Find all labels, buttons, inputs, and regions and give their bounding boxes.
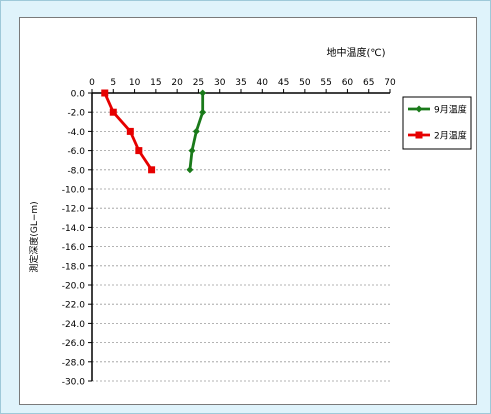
y-tick-label: -16.0 [62, 243, 86, 253]
x-tick-label: 25 [193, 78, 204, 88]
x-tick-label: 55 [320, 78, 331, 88]
x-tick-label: 70 [384, 78, 396, 88]
x-tick-label: 45 [278, 78, 289, 88]
y-tick-label: -18.0 [62, 262, 86, 272]
data-point [415, 105, 423, 113]
legend-label: 9月温度 [434, 104, 467, 116]
y-tick-label: -8.0 [67, 166, 85, 176]
x-tick-label: 0 [89, 78, 95, 88]
y-tick-label: -10.0 [62, 186, 86, 196]
y-tick-label: -22.0 [62, 301, 86, 311]
data-point [186, 166, 194, 174]
y-axis-title: 測定深度(GL−m) [28, 201, 40, 272]
legend-label: 2月温度 [434, 130, 467, 142]
x-tick-label: 10 [129, 78, 141, 88]
data-point [188, 147, 196, 155]
series-september [186, 89, 207, 174]
x-tick-label: 65 [363, 78, 374, 88]
chart-svg: 地中温度(℃) 測定深度(GL−m) 0.0 -2.0 -4.0 -6.0 -8.0 -1… [28, 46, 472, 388]
y-tick-label: -6.0 [67, 147, 85, 157]
x-tick-label: 35 [235, 78, 246, 88]
x-tick-label: 30 [214, 78, 226, 88]
x-tick-label: 40 [257, 78, 269, 88]
y-tick-label: -24.0 [62, 320, 86, 330]
data-point [148, 166, 156, 174]
y-tick-label: -14.0 [62, 224, 86, 234]
y-tick-label: 0.0 [71, 90, 86, 100]
series-layer [101, 89, 207, 174]
chart-area: 地中温度(℃) 測定深度(GL−m) 0.0 -2.0 -4.0 -6.0 -8.0 -1… [19, 17, 477, 405]
data-point [126, 127, 134, 135]
data-point [192, 127, 200, 135]
y-tick-label: -28.0 [62, 358, 86, 368]
y-tick-label: -4.0 [67, 128, 85, 138]
x-tick-label: 60 [342, 78, 354, 88]
legend-box [402, 96, 472, 150]
data-point [101, 89, 109, 97]
y-tick-label: -30.0 [62, 378, 86, 388]
x-tick-label: 20 [171, 78, 183, 88]
series-february [101, 89, 156, 174]
x-tick-label: 15 [150, 78, 161, 88]
y-tick-label: -26.0 [62, 339, 86, 349]
data-point [199, 108, 207, 116]
data-point [199, 89, 207, 97]
data-point [109, 108, 117, 116]
y-tick-label: -20.0 [62, 282, 86, 292]
y-tick-label: -12.0 [62, 205, 86, 215]
x-axis-title: 地中温度(℃) [326, 46, 385, 59]
grid-layer [92, 111, 390, 382]
legend: 9月温度 2月温度 [402, 96, 472, 150]
y-tick-label: -2.0 [67, 109, 85, 119]
axes-layer: 地中温度(℃) 測定深度(GL−m) 0.0 -2.0 -4.0 -6.0 -8.0 -1… [28, 46, 396, 388]
x-tick-label: 50 [299, 78, 311, 88]
x-tick-label: 5 [110, 78, 116, 88]
data-point [135, 147, 143, 155]
data-point [415, 131, 423, 139]
